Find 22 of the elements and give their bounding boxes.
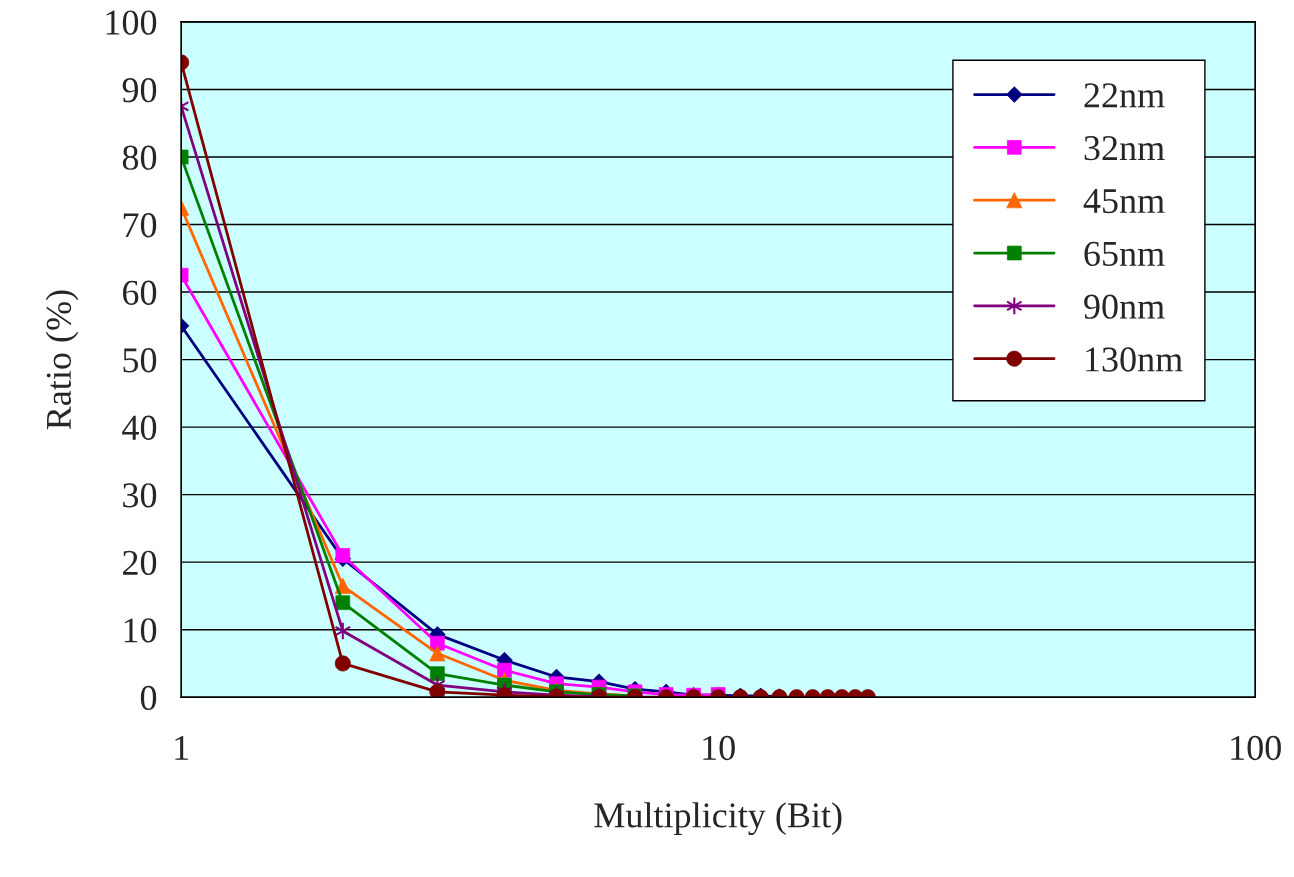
y-tick-label: 20 xyxy=(123,550,157,576)
y-tick-label: 40 xyxy=(122,415,157,440)
y-tick-label: 10 xyxy=(124,618,157,643)
x-axis-title: Multiplicity (Bit) xyxy=(594,802,842,836)
y-axis-title: Ratio (%) xyxy=(45,290,79,430)
legend-label: 130nm xyxy=(1086,347,1183,372)
y-tick-label: 90 xyxy=(122,77,157,103)
legend-label: 32nm xyxy=(1084,136,1165,161)
y-tick-label: 0 xyxy=(140,685,157,711)
y-tick-label: 100 xyxy=(106,10,157,35)
x-tick-label: 1 xyxy=(175,735,189,760)
y-tick-label: 50 xyxy=(123,348,157,373)
legend-label: 45nm xyxy=(1083,189,1165,214)
legend-label: 65nm xyxy=(1084,241,1165,267)
x-tick-label: 100 xyxy=(1231,735,1281,761)
legend-label: 22nm xyxy=(1084,83,1165,108)
y-tick-label: 70 xyxy=(123,213,157,238)
y-tick-label: 60 xyxy=(122,280,157,305)
legend-label: 90nm xyxy=(1084,294,1165,319)
y-tick-label: 80 xyxy=(122,145,157,170)
y-tick-label: 30 xyxy=(123,483,157,508)
x-tick-label: 10 xyxy=(703,735,735,761)
